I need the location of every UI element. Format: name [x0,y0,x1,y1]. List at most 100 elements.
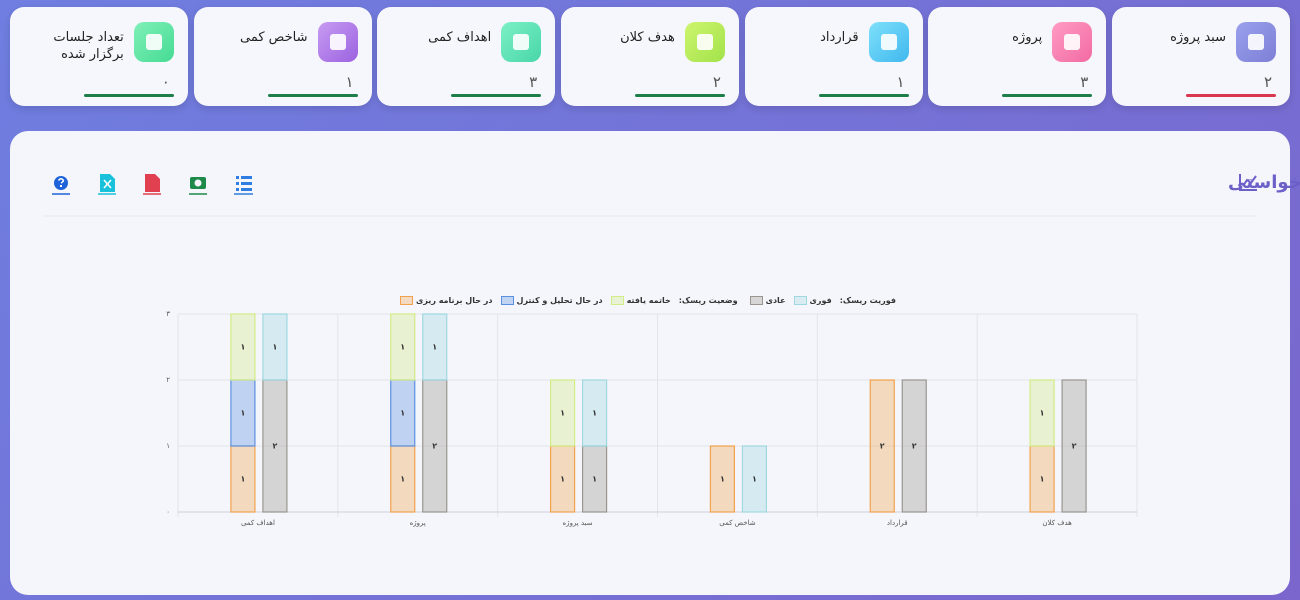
x-tick-label: اهداف کمی [241,519,275,527]
chart-title: نمودار توزیع ریسک بر اساس جدول درخواستی [1228,172,1300,193]
card-label: شاخص کمی [240,30,308,45]
bar-segment [581,379,608,447]
bar-segment [581,445,608,513]
stat-card: اهداف کمی ۳ [377,7,556,106]
card-underline [1002,94,1093,97]
card-value: ۱ [345,73,354,91]
card-label: پروژه [1012,30,1043,45]
card-underline [1186,94,1276,97]
legend-label: در حال تحلیل و کنترل [516,296,603,305]
legend-swatch [749,296,763,305]
value-label: ۲ [880,442,885,451]
bar-segment [262,313,288,381]
value-label: ۱ [240,343,245,352]
legend-group-title: وضعیت ریسک: [678,296,738,305]
bar-segment [709,445,736,513]
legend-item: در حال تحلیل و کنترل [500,296,603,305]
y-tick-label: ۰ [166,508,170,516]
card-value: ۳ [1080,73,1089,91]
toolbar-help[interactable] [52,176,70,195]
x-tick-label: شاخص کمی [719,519,755,527]
toolbar-excel[interactable] [98,174,116,195]
value-label: ۱ [400,343,405,352]
legend-item: عادی [749,296,786,305]
stat-card: سبد پروژه ۲ [1112,7,1290,106]
bar-segment [549,379,576,447]
value-label: ۱ [272,343,277,352]
legend-swatch [793,296,807,305]
bar-segment [1061,379,1087,513]
legend-label: عادی [765,296,786,305]
title-icon [1239,174,1257,191]
stat-card: شاخص کمی ۱ [193,7,372,106]
card-label: قرارداد [820,30,859,45]
card-icon [501,22,542,62]
value-label: ۱ [240,475,245,484]
y-tick-label: ۳ [166,310,170,318]
x-tick-label: هدف کلان [1042,519,1072,527]
legend-item: فوری [793,296,832,305]
card-value: ۳ [529,73,538,91]
value-label: ۱ [240,409,245,418]
card-underline [451,94,542,97]
y-tick-label: ۱ [166,442,170,450]
value-label: ۱ [400,409,405,418]
card-underline [634,94,725,97]
card-value: ۲ [712,73,721,91]
card-value: ۲ [1263,73,1272,91]
toolbar-list[interactable] [234,176,253,195]
value-label: ۱ [592,475,597,484]
bar-segment [1029,379,1055,447]
legend-item: در حال برنامه ریزی [400,296,493,305]
x-tick-label: سبد پروژه [563,519,593,527]
bar-segment [230,445,256,513]
chart-panel [10,131,1290,595]
x-tick-label: قرارداد [887,519,908,527]
stat-card: هدف کلان ۲ [560,7,739,106]
bar-segment [869,379,895,513]
value-label: ۲ [432,442,437,451]
card-underline [83,94,174,97]
bar-segment [901,379,927,513]
card-underline [267,94,358,97]
toolbar-camera[interactable] [189,177,207,195]
bar-segment [230,379,256,447]
value-label: ۲ [1072,442,1077,451]
value-label: ۱ [592,409,597,418]
value-label: ۱ [560,475,565,484]
bar-segment [422,313,448,381]
card-icon [1236,22,1276,62]
bar-segment [390,313,416,381]
toolbar-pdf[interactable] [143,174,161,195]
stat-card: قرارداد ۱ [744,7,923,106]
card-icon [868,22,909,62]
legend-label: فوری [809,296,832,305]
bar-segment [741,445,768,513]
value-label: ۱ [560,409,565,418]
legend-group-title: فوریت ریسک: [839,296,896,305]
value-label: ۱ [752,475,757,484]
stat-card: تعداد جلسات برگزار شده ۰ [9,7,188,106]
legend-swatch [610,296,624,305]
bar-segment [230,313,256,381]
legend-swatch [500,296,514,305]
legend-item: خاتمه یافته [610,296,671,305]
value-label: ۱ [720,475,725,484]
card-icon [133,22,174,62]
stat-card: پروژه ۳ [928,7,1107,106]
card-icon [317,22,358,62]
bar-segment [1029,445,1055,513]
card-icon [684,22,725,62]
legend-swatch [400,296,413,305]
bar-segment [549,445,576,513]
bar-segment [390,379,416,447]
card-label: هدف کلان [620,30,675,45]
value-label: ۱ [432,343,437,352]
card-underline [818,94,909,97]
x-tick-label: پروژه [410,519,426,527]
card-value: ۱ [896,73,905,91]
card-label: تعداد جلسات برگزار شده [53,30,124,62]
card-label: اهداف کمی [428,30,492,45]
value-label: ۱ [1040,409,1045,418]
